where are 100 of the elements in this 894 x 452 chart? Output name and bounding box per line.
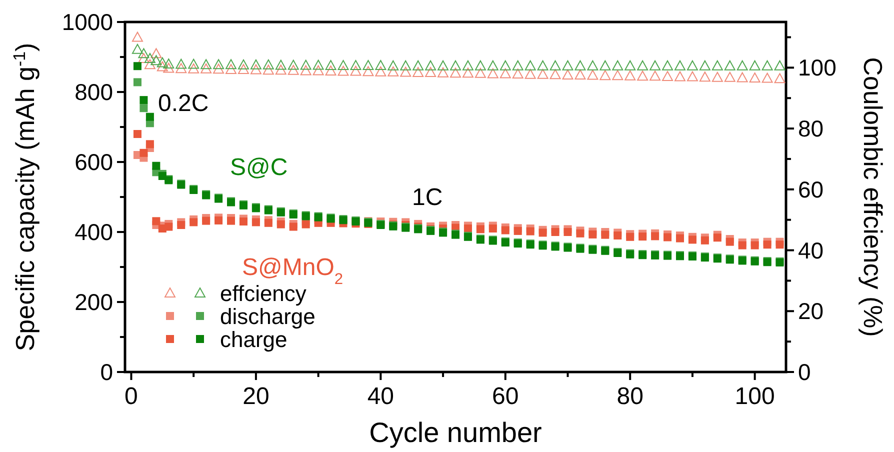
point [562, 60, 574, 70]
point [524, 60, 536, 70]
point [156, 57, 168, 68]
point [688, 236, 696, 244]
point [564, 228, 572, 236]
point [537, 60, 548, 70]
annotation: S@C [230, 154, 288, 181]
point [587, 70, 598, 80]
y2-tick-label: 80 [798, 116, 824, 142]
point [138, 48, 150, 58]
y2-tick-label: 100 [798, 54, 836, 81]
point [588, 230, 597, 238]
point [202, 216, 210, 225]
point [638, 232, 647, 241]
point [624, 60, 636, 70]
point [138, 53, 150, 64]
annotation: 1C [412, 184, 443, 211]
point [150, 55, 162, 66]
point [226, 64, 237, 74]
legend-label: charge [220, 327, 288, 352]
point [362, 60, 374, 70]
point [275, 60, 286, 70]
x-tick-label: 100 [734, 383, 775, 410]
y2-tick-label: 40 [798, 237, 824, 264]
point [774, 60, 786, 70]
point [662, 70, 674, 81]
point [200, 63, 212, 74]
y2-tick-label: 60 [798, 176, 824, 202]
point [488, 224, 497, 232]
point [674, 71, 686, 82]
point [626, 232, 634, 241]
point [512, 60, 524, 70]
point [133, 130, 142, 138]
point [612, 60, 624, 70]
y-tick-label: 400 [74, 219, 113, 245]
point [726, 238, 734, 246]
legend-label: effciency [220, 281, 306, 306]
point [712, 72, 723, 82]
point [538, 228, 547, 237]
point [474, 68, 486, 78]
point [425, 67, 436, 78]
point [140, 96, 148, 104]
point [686, 71, 698, 82]
y-tick-label: 0 [100, 359, 113, 385]
point [146, 112, 154, 121]
point [500, 60, 511, 70]
point [637, 60, 648, 70]
point [450, 60, 461, 70]
point [750, 241, 759, 250]
point [500, 68, 511, 78]
point [132, 32, 143, 42]
point [163, 58, 174, 68]
point [262, 59, 274, 70]
point [699, 60, 710, 70]
point [550, 69, 561, 80]
point [250, 64, 262, 74]
point [375, 66, 386, 76]
x-tick-label: 40 [367, 383, 394, 410]
point [400, 66, 412, 77]
y2-tick-label: 20 [798, 298, 824, 324]
point [276, 220, 285, 228]
point [152, 162, 160, 170]
point [774, 73, 786, 84]
point [749, 60, 760, 70]
point [487, 68, 498, 78]
point [325, 66, 336, 76]
point [736, 72, 748, 82]
point [362, 66, 374, 76]
point [763, 240, 772, 249]
point [190, 218, 198, 226]
point [749, 72, 760, 82]
point [300, 65, 312, 76]
point [738, 241, 746, 250]
point [762, 60, 773, 70]
point [338, 60, 349, 70]
point [487, 60, 498, 70]
point [152, 217, 160, 226]
point [551, 228, 560, 236]
point [762, 72, 773, 83]
point [350, 66, 362, 76]
point [188, 58, 200, 69]
point [650, 60, 661, 70]
point [144, 53, 156, 64]
point [176, 63, 187, 74]
point [146, 140, 154, 148]
point [713, 234, 722, 242]
point [213, 64, 224, 74]
point [264, 218, 272, 227]
point [200, 59, 212, 70]
point [438, 60, 449, 70]
point [388, 66, 399, 76]
point [462, 60, 474, 70]
point [650, 70, 661, 81]
point [724, 60, 736, 70]
x-tick-label: 60 [492, 383, 519, 410]
point [388, 60, 399, 70]
point [140, 148, 148, 157]
point [526, 227, 534, 236]
point [574, 69, 586, 80]
point [699, 72, 710, 82]
